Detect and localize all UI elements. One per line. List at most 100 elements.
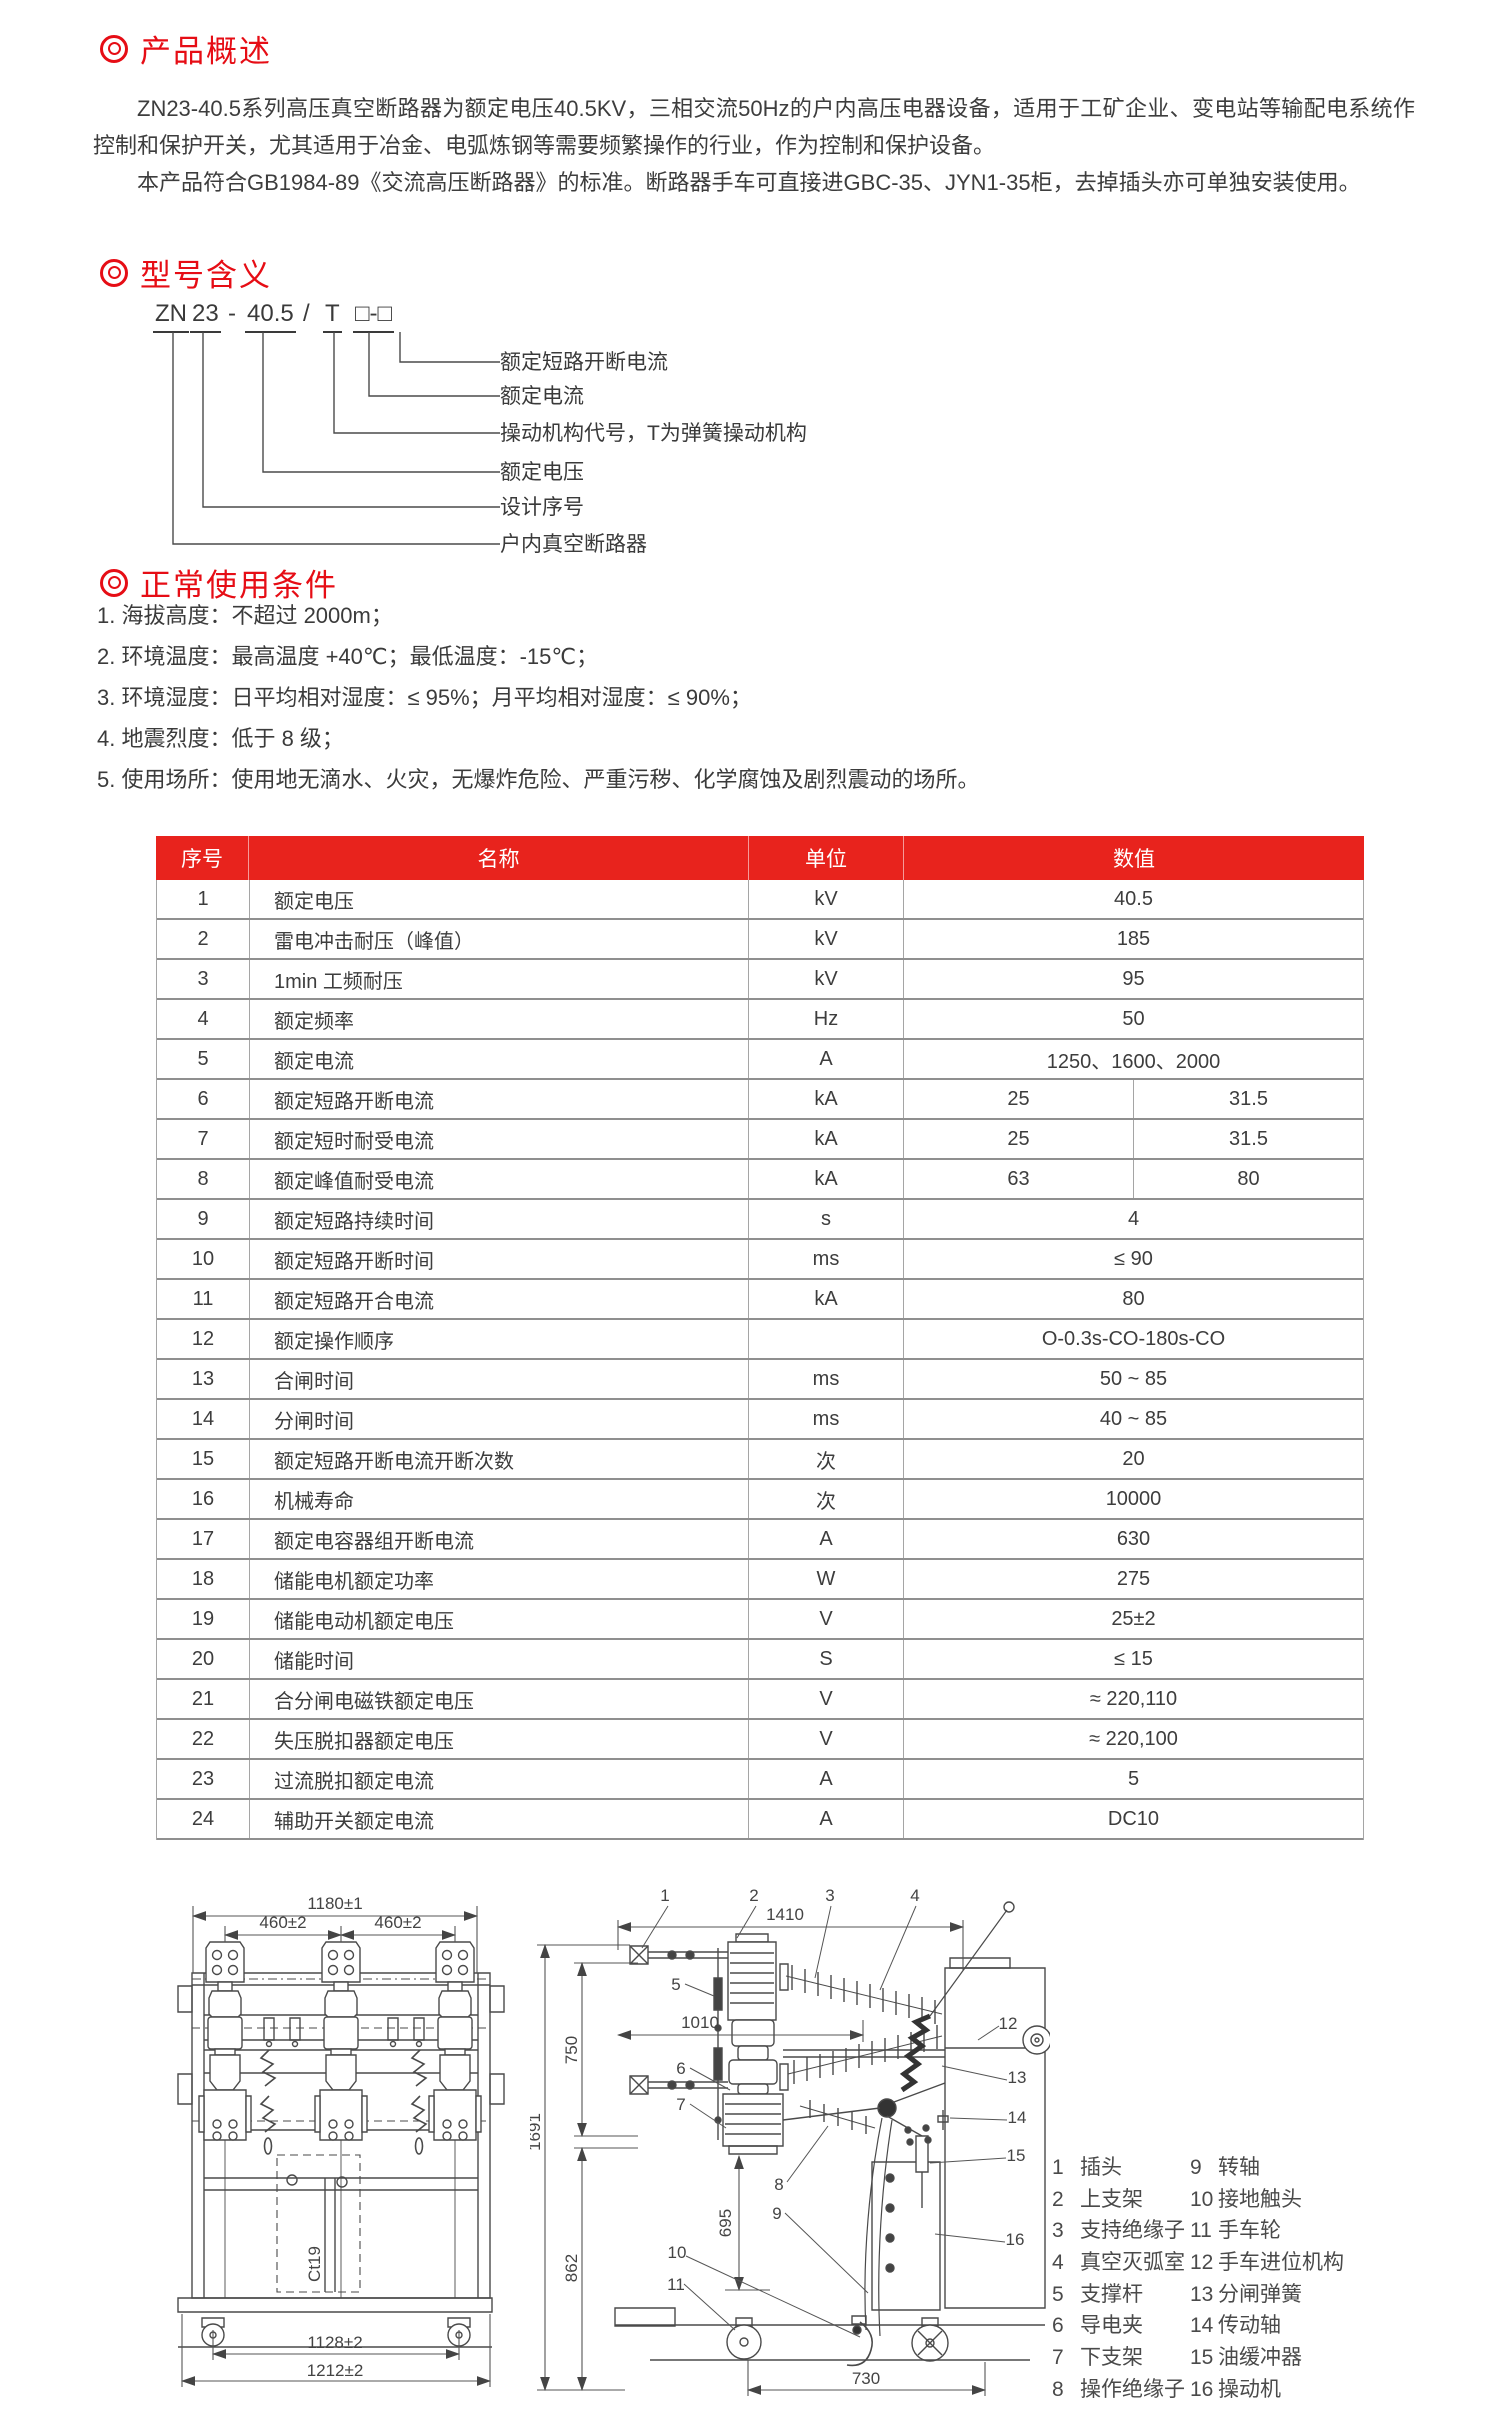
legend-item-number: 14 (1190, 2314, 1214, 2338)
legend-item-number: 13 (1190, 2282, 1214, 2306)
legend-item-label: 分闸弹簧 (1218, 2282, 1302, 2306)
row-unit: S (749, 1640, 904, 1678)
front-springs (261, 2050, 426, 2154)
legend-item: 4 真空灭弧室 (1052, 2247, 1190, 2279)
front-pole-assemblies (199, 1926, 481, 2298)
model-label: 额定电压 (500, 461, 584, 484)
table-row: 20 储能时间 S ≤ 15 (157, 1640, 1363, 1680)
section-title-overview: 产品概述 (140, 34, 272, 69)
table-row: 3 1min 工频耐压 kV 95 (157, 960, 1363, 1000)
callout-number: 12 (999, 2014, 1018, 2033)
row-value: 185 (1116, 927, 1151, 950)
table-row: 17 额定电容器组开断电流 A 630 (157, 1520, 1363, 1560)
row-name: 雷电冲击耐压（峰值） (249, 920, 749, 958)
legend-item: 13 分闸弹簧 (1190, 2279, 1344, 2311)
table-row: 23 过流脱扣额定电流 A 5 (157, 1760, 1363, 1800)
row-name: 额定峰值耐受电流 (249, 1160, 749, 1198)
row-name: 额定电压 (249, 880, 749, 918)
double-circle-icon (100, 34, 128, 63)
legend-item-label: 导电夹 (1080, 2314, 1143, 2338)
legend-item: 6 导电夹 (1052, 2310, 1190, 2342)
row-value-part: 80 (1133, 1160, 1363, 1198)
row-name: 额定电容器组开断电流 (249, 1520, 749, 1558)
row-no: 16 (191, 1487, 215, 1510)
row-unit: kA (749, 1160, 904, 1198)
parts-legend: 1 插头 9 转轴 2 上支架 10 接地触头 3 支持绝缘子 11 手车轮 4 真空灭弧室 12 手车进位机… (1052, 2152, 1344, 2406)
table-row: 14 分闸时间 ms 40 ~ 85 (157, 1400, 1363, 1440)
legend-item-label: 支撑杆 (1080, 2282, 1143, 2306)
side-dimension-labels: 1691 750 862 1410 1010 695 730 (530, 1905, 880, 2388)
row-value: DC10 (1107, 1807, 1160, 1830)
legend-item: 10 接地触头 (1190, 2184, 1344, 2216)
row-no: 7 (197, 1127, 209, 1150)
legend-item: 8 操作绝缘子 (1052, 2374, 1190, 2406)
row-no: 17 (191, 1527, 215, 1550)
legend-item-number: 2 (1052, 2187, 1064, 2211)
row-unit: kA (749, 1280, 904, 1318)
row-unit: Hz (749, 1000, 904, 1038)
legend-item: 1 插头 (1052, 2152, 1190, 2184)
spec-table: 序号 名称 单位 数值 1 额定电压 kV 40.5 2 雷电冲击耐压（峰值） kV 185 3… (156, 836, 1364, 1840)
row-name: 失压脱扣器额定电压 (249, 1720, 749, 1758)
row-name: 储能时间 (249, 1640, 749, 1678)
row-value-part: 25 (1007, 1127, 1030, 1150)
row-value: 10000 (1105, 1487, 1162, 1510)
legend-item-label: 手车进位机构 (1218, 2251, 1344, 2275)
row-value-part: 31.5 (1133, 1080, 1363, 1118)
row-name: 额定短路开断时间 (249, 1240, 749, 1278)
legend-item: 7 下支架 (1052, 2342, 1190, 2374)
table-row: 4 额定频率 Hz 50 (157, 1000, 1363, 1040)
legend-item-number: 11 (1190, 2219, 1212, 2243)
model-code-separator: / (303, 300, 310, 327)
dim-label-base-width: 1212±2 (307, 2361, 364, 2380)
column-header-value: 数值 (903, 836, 1364, 880)
legend-item-label: 上支架 (1080, 2187, 1143, 2211)
row-no: 19 (191, 1607, 215, 1630)
row-no: 22 (191, 1727, 215, 1750)
row-unit: A (749, 1520, 904, 1558)
row-name: 辅助开关额定电流 (249, 1800, 749, 1838)
model-code-segment: 23 (190, 300, 221, 333)
table-row: 2 雷电冲击耐压（峰值） kV 185 (157, 920, 1363, 960)
callout-number: 3 (825, 1886, 834, 1905)
dim-label-height-lower: 862 (562, 2254, 581, 2282)
row-no: 3 (197, 967, 209, 990)
dim-label-phase-left: 460±2 (259, 1913, 306, 1932)
row-unit: ms (749, 1360, 904, 1398)
row-value: ≤ 90 (1114, 1247, 1153, 1270)
legend-item-number: 5 (1052, 2282, 1064, 2306)
condition-item: 3. 环境湿度：日平均相对湿度：≤ 95%；月平均相对湿度：≤ 90%； (97, 685, 752, 710)
row-no: 2 (197, 927, 209, 950)
model-label: 额定短路开断电流 (500, 351, 668, 374)
front-dimension-lines (180, 1906, 492, 2387)
row-value: 25 31.5 (904, 1080, 1363, 1118)
callout-number: 6 (676, 2059, 685, 2078)
legend-item-label: 手车轮 (1218, 2219, 1281, 2243)
row-value-part: 25 (1007, 1087, 1030, 1110)
legend-item-label: 插头 (1080, 2156, 1122, 2179)
row-value: 40.5 (1114, 887, 1153, 910)
row-no: 12 (191, 1327, 215, 1350)
overview-paragraph: 本产品符合GB1984-89《交流高压断路器》的标准。断路器手车可直接进GBC-… (137, 170, 1361, 195)
side-view-drawing: 1691 750 862 1410 1010 695 730 1 2 3 4 5… (530, 1886, 1050, 2416)
dim-label-width-top: 1410 (766, 1905, 804, 1924)
legend-item: 14 传动轴 (1190, 2310, 1344, 2342)
table-row: 16 机械寿命次 10000 (157, 1480, 1363, 1520)
callout-number: 5 (671, 1975, 680, 1994)
row-value: 275 (1116, 1567, 1151, 1590)
table-row: 22 失压脱扣器额定电压 V ≈ 220,100 (157, 1720, 1363, 1760)
model-connector-lines (155, 332, 555, 557)
dim-label-width-top: 1180±1 (307, 1894, 362, 1913)
row-name: 额定短路持续时间 (249, 1200, 749, 1238)
table-row: 21 合分闸电磁铁额定电压 V ≈ 220,110 (157, 1680, 1363, 1720)
overview-paragraphs: ZN23-40.5系列高压真空断路器为额定电压40.5KV，三相交流50Hz的户… (93, 90, 1415, 201)
row-no: 5 (197, 1047, 209, 1070)
callout-number: 1 (660, 1886, 669, 1905)
row-no: 15 (191, 1447, 215, 1470)
section-heading-conditions: 正常使用条件 (100, 560, 338, 605)
dim-label-height-total: 1691 (530, 2113, 544, 2151)
row-no: 18 (191, 1567, 215, 1590)
row-no: 24 (191, 1807, 215, 1830)
dim-label-pole-height: 695 (716, 2209, 735, 2237)
section-heading-model: 型号含义 (100, 250, 272, 295)
